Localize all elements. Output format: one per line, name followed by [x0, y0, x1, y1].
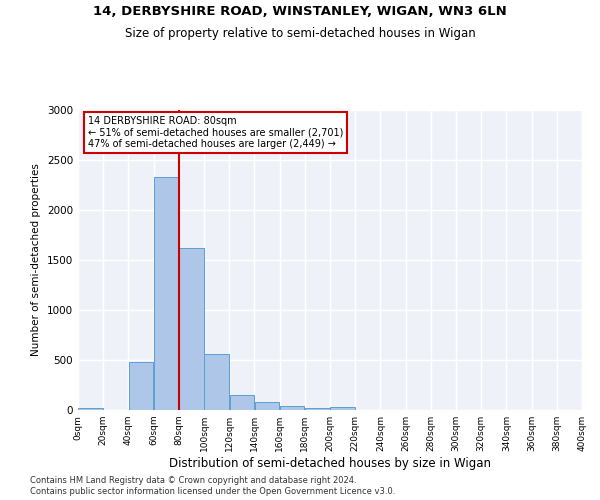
Y-axis label: Number of semi-detached properties: Number of semi-detached properties — [31, 164, 41, 356]
Text: Size of property relative to semi-detached houses in Wigan: Size of property relative to semi-detach… — [125, 28, 475, 40]
Text: Distribution of semi-detached houses by size in Wigan: Distribution of semi-detached houses by … — [169, 458, 491, 470]
Bar — [79, 408, 103, 410]
Bar — [331, 407, 355, 410]
Bar — [154, 177, 178, 410]
Bar — [205, 354, 229, 410]
Bar — [305, 408, 329, 410]
Text: Contains public sector information licensed under the Open Government Licence v3: Contains public sector information licen… — [30, 488, 395, 496]
Bar — [255, 402, 279, 410]
Bar — [280, 406, 304, 410]
Text: Contains HM Land Registry data © Crown copyright and database right 2024.: Contains HM Land Registry data © Crown c… — [30, 476, 356, 485]
Text: 14, DERBYSHIRE ROAD, WINSTANLEY, WIGAN, WN3 6LN: 14, DERBYSHIRE ROAD, WINSTANLEY, WIGAN, … — [93, 5, 507, 18]
Bar — [230, 395, 254, 410]
Text: 14 DERBYSHIRE ROAD: 80sqm
← 51% of semi-detached houses are smaller (2,701)
47% : 14 DERBYSHIRE ROAD: 80sqm ← 51% of semi-… — [88, 116, 343, 149]
Bar — [129, 362, 153, 410]
Bar — [179, 248, 203, 410]
